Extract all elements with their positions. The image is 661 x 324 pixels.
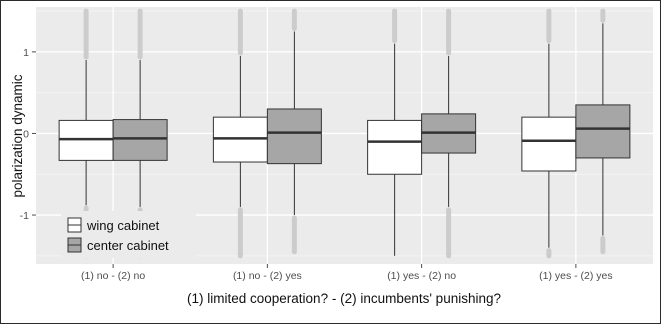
box-center [266, 8, 322, 255]
box-iqr [266, 108, 322, 165]
legend-label-wing: wing cabinet [86, 218, 160, 233]
x-tick-label: (1) no - (2) no [81, 270, 145, 282]
x-tick-label: (1) yes - (2) no [387, 270, 456, 282]
x-axis-title: (1) limited cooperation? - (2) incumbent… [187, 291, 501, 306]
y-tick-label: 0 [23, 128, 29, 140]
legend-box [61, 211, 196, 258]
box-iqr [112, 119, 168, 161]
legend-label-center: center cabinet [87, 238, 169, 253]
x-axis: (1) no - (2) no (1) no - (2) yes (1) yes -… [81, 264, 613, 282]
x-tick-label: (1) no - (2) yes [233, 270, 302, 282]
box-center [421, 8, 477, 259]
legend: wing cabinet center cabinet [61, 211, 196, 258]
box-iqr [367, 119, 423, 175]
box-iqr [521, 116, 577, 172]
box-wing [521, 8, 577, 259]
box-wing [212, 8, 268, 259]
y-axis: -1 0 1 [20, 47, 36, 222]
box-wing [367, 8, 423, 256]
x-tick-label: (1) yes - (2) yes [539, 270, 613, 282]
box-iqr [575, 104, 631, 159]
y-axis-title: polarization dynamic [10, 74, 25, 197]
y-tick-label: 1 [23, 47, 29, 59]
box-center [575, 8, 631, 255]
box-series [58, 8, 631, 259]
y-tick-label: -1 [20, 210, 29, 222]
